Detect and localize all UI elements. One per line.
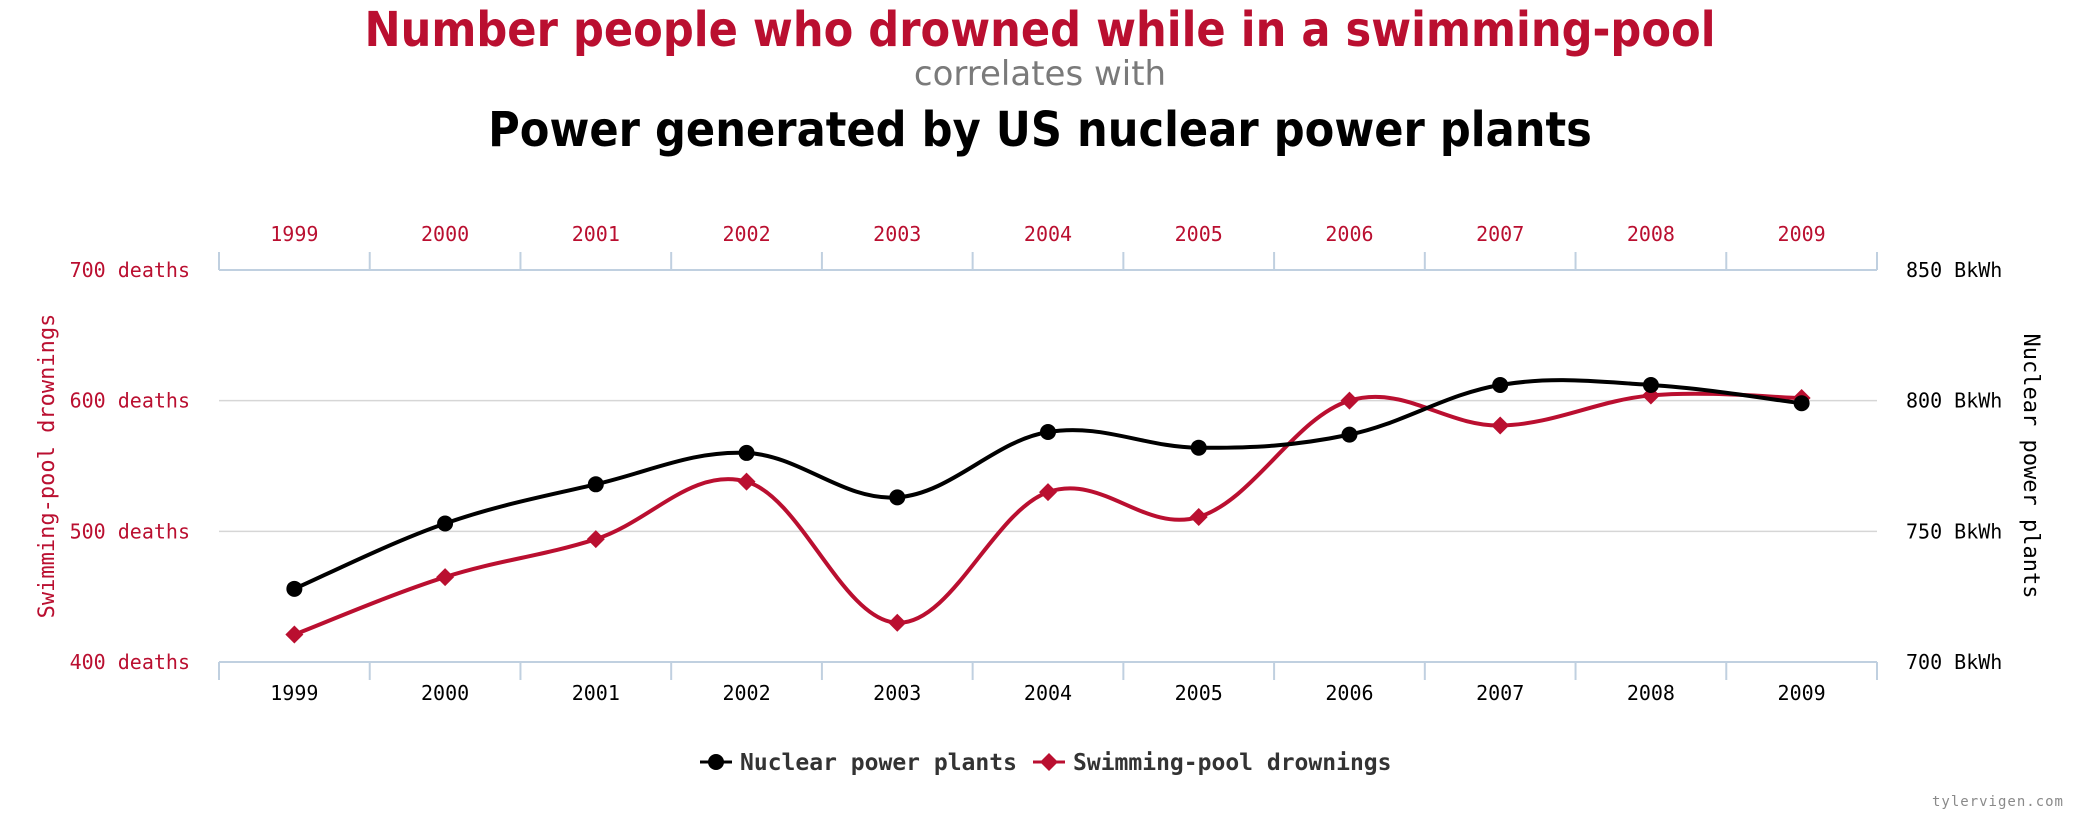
x-tick-label-bottom: 2001 bbox=[572, 681, 620, 705]
y-axis-left-labels: 700 deaths 600 deaths 500 deaths 400 deaths bbox=[70, 258, 190, 674]
x-tick-label-bottom: 2008 bbox=[1627, 681, 1675, 705]
y-tick-label-right: 700 BkWh bbox=[1906, 650, 2002, 674]
x-tick-label-bottom: 2005 bbox=[1175, 681, 1223, 705]
data-point-nuclear[interactable] bbox=[1040, 424, 1056, 441]
data-point-nuclear[interactable] bbox=[1190, 439, 1207, 456]
y-tick-label-right: 800 BkWh bbox=[1906, 389, 2002, 413]
axes bbox=[218, 252, 1878, 680]
x-tick-label-bottom: 2006 bbox=[1325, 681, 1373, 705]
legend-item-nuclear[interactable]: Nuclear power plants bbox=[700, 750, 1017, 776]
x-axis-bottom-labels: 1999 2000 2001 2002 2003 2004 2005 2006 2007 2008… bbox=[270, 681, 1825, 705]
legend-label-drownings: Swimming-pool drownings bbox=[1073, 750, 1392, 776]
data-point-nuclear[interactable] bbox=[738, 444, 755, 461]
y-axis-right-title: Nuclear power plants bbox=[2018, 334, 2043, 599]
x-tick-label-top: 2007 bbox=[1476, 222, 1524, 246]
x-tick-label-bottom: 2007 bbox=[1476, 681, 1524, 705]
y-tick-label-left: 400 deaths bbox=[70, 650, 190, 674]
series-lines bbox=[293, 378, 1802, 637]
x-tick-label-top: 2003 bbox=[873, 222, 921, 246]
data-point-drownings[interactable] bbox=[1340, 391, 1359, 410]
series-markers bbox=[285, 376, 1811, 644]
x-tick-label-top: 2001 bbox=[572, 222, 620, 246]
data-point-nuclear[interactable] bbox=[1492, 376, 1509, 393]
x-tick-label-top: 2005 bbox=[1175, 222, 1223, 246]
x-axis-top-labels: 1999 2000 2001 2002 2003 2004 2005 2006 2007 2008… bbox=[270, 222, 1825, 246]
y-tick-label-left: 600 deaths bbox=[70, 389, 190, 413]
chart-title-secondary: Power generated by US nuclear power plan… bbox=[488, 102, 1592, 158]
x-tick-label-bottom: 2002 bbox=[722, 681, 770, 705]
data-point-drownings[interactable] bbox=[1189, 507, 1208, 526]
legend-circle-icon bbox=[708, 754, 724, 770]
x-tick-label-top: 2000 bbox=[421, 222, 469, 246]
data-point-drownings[interactable] bbox=[1491, 416, 1510, 435]
data-point-drownings[interactable] bbox=[737, 472, 756, 491]
gridlines bbox=[219, 399, 1877, 533]
y-axis-right-labels: 850 BkWh 800 BkWh 750 BkWh 700 BkWh bbox=[1906, 258, 2002, 674]
data-point-drownings[interactable] bbox=[1039, 483, 1057, 502]
x-tick-label-top: 2006 bbox=[1325, 222, 1373, 246]
x-tick-label-bottom: 2000 bbox=[421, 681, 469, 705]
data-point-nuclear[interactable] bbox=[286, 580, 303, 597]
legend[interactable]: Nuclear power plants Swimming-pool drown… bbox=[700, 750, 1392, 776]
legend-item-drownings[interactable]: Swimming-pool drownings bbox=[1033, 750, 1392, 776]
data-point-nuclear[interactable] bbox=[587, 476, 604, 493]
x-tick-label-top: 1999 bbox=[270, 222, 318, 246]
data-point-drownings[interactable] bbox=[285, 625, 304, 644]
y-tick-label-left: 700 deaths bbox=[70, 258, 190, 282]
legend-diamond-icon bbox=[1040, 753, 1058, 771]
y-tick-label-right: 750 BkWh bbox=[1906, 519, 2002, 543]
legend-label-nuclear: Nuclear power plants bbox=[740, 750, 1017, 776]
x-tick-label-top: 2009 bbox=[1778, 222, 1826, 246]
x-tick-label-top: 2004 bbox=[1024, 222, 1072, 246]
data-point-drownings[interactable] bbox=[888, 613, 907, 632]
data-point-nuclear[interactable] bbox=[437, 515, 454, 532]
data-point-nuclear[interactable] bbox=[1642, 376, 1659, 393]
x-tick-label-bottom: 1999 bbox=[270, 681, 318, 705]
data-point-drownings[interactable] bbox=[586, 530, 605, 549]
data-point-nuclear[interactable] bbox=[889, 489, 906, 506]
x-tick-label-top: 2002 bbox=[722, 222, 770, 246]
data-point-drownings[interactable] bbox=[436, 568, 455, 587]
data-point-nuclear[interactable] bbox=[1793, 395, 1810, 412]
x-tick-label-bottom: 2009 bbox=[1778, 681, 1826, 705]
x-tick-label-bottom: 2003 bbox=[873, 681, 921, 705]
data-point-nuclear[interactable] bbox=[1341, 426, 1358, 443]
x-tick-label-bottom: 2004 bbox=[1024, 681, 1072, 705]
x-tick-label-top: 2008 bbox=[1627, 222, 1675, 246]
y-axis-left-title: Swimming-pool drownings bbox=[35, 314, 60, 619]
chart-subtitle: correlates with bbox=[913, 54, 1167, 94]
y-tick-label-left: 500 deaths bbox=[70, 519, 190, 543]
y-tick-label-right: 850 BkWh bbox=[1906, 258, 2002, 282]
chart-title-primary: Number people who drowned while in a swi… bbox=[364, 2, 1716, 58]
watermark: tylervigen.com bbox=[1931, 794, 2064, 810]
